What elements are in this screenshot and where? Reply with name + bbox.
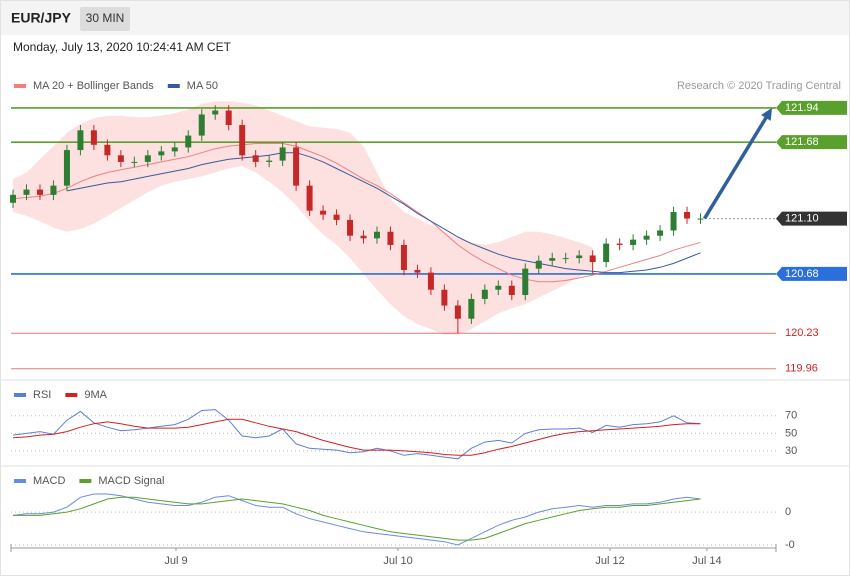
candle-body: [333, 214, 340, 220]
candle-body: [616, 243, 623, 245]
y-tick-label: 30: [785, 445, 797, 457]
candle-body: [185, 135, 192, 148]
level-label: 120.68: [785, 268, 819, 280]
timeframe-badge: [80, 7, 130, 31]
legend-swatch: [14, 84, 26, 88]
candle-body: [36, 189, 43, 195]
candle-body: [212, 110, 219, 115]
candle-body: [441, 289, 448, 306]
candle-body: [603, 243, 610, 263]
candle-body: [50, 185, 57, 195]
candle-body: [535, 260, 542, 269]
datetime: Monday, July 13, 2020 10:24:41 AM CET: [13, 40, 232, 54]
timeframe: 30 MIN: [86, 11, 125, 25]
candle-body: [562, 258, 569, 260]
level-label: 120.23: [785, 327, 819, 339]
candle-body: [387, 231, 394, 245]
moving-average: [12, 143, 701, 283]
candle-body: [171, 147, 178, 152]
candle-body: [63, 150, 70, 186]
candle-body: [90, 130, 97, 145]
symbol: EUR/JPY: [11, 10, 72, 26]
legend-swatch: [14, 393, 26, 397]
candle-body: [468, 298, 475, 319]
legend-label: 9MA: [84, 389, 107, 401]
candle-body: [576, 255, 583, 259]
moving-average: [66, 152, 701, 274]
candle-body: [589, 255, 596, 263]
candle-body: [549, 258, 556, 261]
y-tick-label: 0: [785, 506, 791, 518]
candle-body: [347, 219, 354, 236]
candle-body: [373, 231, 380, 239]
header-bar: [1, 1, 849, 35]
candle-body: [508, 285, 515, 295]
candle-body: [77, 130, 84, 151]
level-label: 119.96: [785, 363, 818, 375]
candle-body: [414, 269, 421, 273]
candle-body: [306, 185, 313, 211]
y-tick-label: -0: [785, 539, 795, 551]
legend-label: MACD Signal: [98, 475, 164, 487]
candle-body: [117, 155, 124, 162]
candle-body: [522, 268, 529, 295]
candle-body: [131, 161, 138, 163]
candle-body: [670, 211, 677, 231]
candle-body: [23, 189, 30, 195]
candle-body: [643, 235, 650, 240]
legend-label: RSI: [33, 389, 51, 401]
candle-body: [630, 239, 637, 245]
level-box: [776, 211, 847, 226]
legend-swatch: [79, 479, 92, 483]
legend-swatch: [65, 393, 78, 397]
y-tick-label: 50: [785, 427, 797, 439]
candle-body: [158, 151, 165, 156]
legend-label: MA 50: [187, 80, 218, 92]
candle-body: [495, 285, 502, 290]
candle-body: [427, 272, 434, 290]
candle-body: [239, 125, 246, 156]
legend-label: MACD: [33, 475, 65, 487]
candle-body: [684, 211, 691, 219]
level-box: [776, 135, 847, 150]
target-arrow: [703, 113, 770, 220]
bollinger-band: [13, 101, 593, 335]
candle-body: [279, 147, 286, 161]
candle-body: [266, 160, 273, 162]
candle-body: [481, 289, 488, 299]
candle-body: [104, 144, 111, 156]
x-tick-label: Jul 10: [383, 555, 412, 567]
legend-swatch: [167, 84, 180, 88]
candle-body: [10, 194, 17, 203]
indicator-line: [13, 496, 701, 541]
candle-body: [697, 218, 704, 220]
indicator-line: [12, 418, 701, 456]
candle-body: [144, 155, 151, 162]
x-tick-label: Jul 14: [692, 555, 721, 567]
candle-body: [293, 147, 300, 186]
credit: Research © 2020 Trading Central: [677, 80, 841, 92]
candle-body: [360, 235, 367, 239]
candle-body: [400, 244, 407, 270]
level-box: [776, 100, 847, 115]
candle-body: [252, 155, 259, 162]
level-box: [776, 266, 847, 281]
target-arrowhead: [761, 107, 772, 121]
level-label: 121.10: [785, 212, 819, 224]
indicator-line: [12, 409, 701, 460]
x-tick-label: Jul 9: [164, 555, 187, 567]
candle-body: [320, 210, 327, 215]
x-tick-label: Jul 12: [595, 555, 624, 567]
candle-body: [454, 305, 461, 319]
legend-label: MA 20 + Bollinger Bands: [33, 80, 154, 92]
candle-body: [225, 110, 232, 126]
level-label: 121.68: [785, 136, 819, 148]
legend-swatch: [14, 479, 26, 483]
y-tick-label: 70: [785, 410, 797, 422]
level-label: 121.94: [785, 102, 819, 114]
candle-body: [657, 230, 664, 236]
candle-body: [198, 114, 205, 136]
